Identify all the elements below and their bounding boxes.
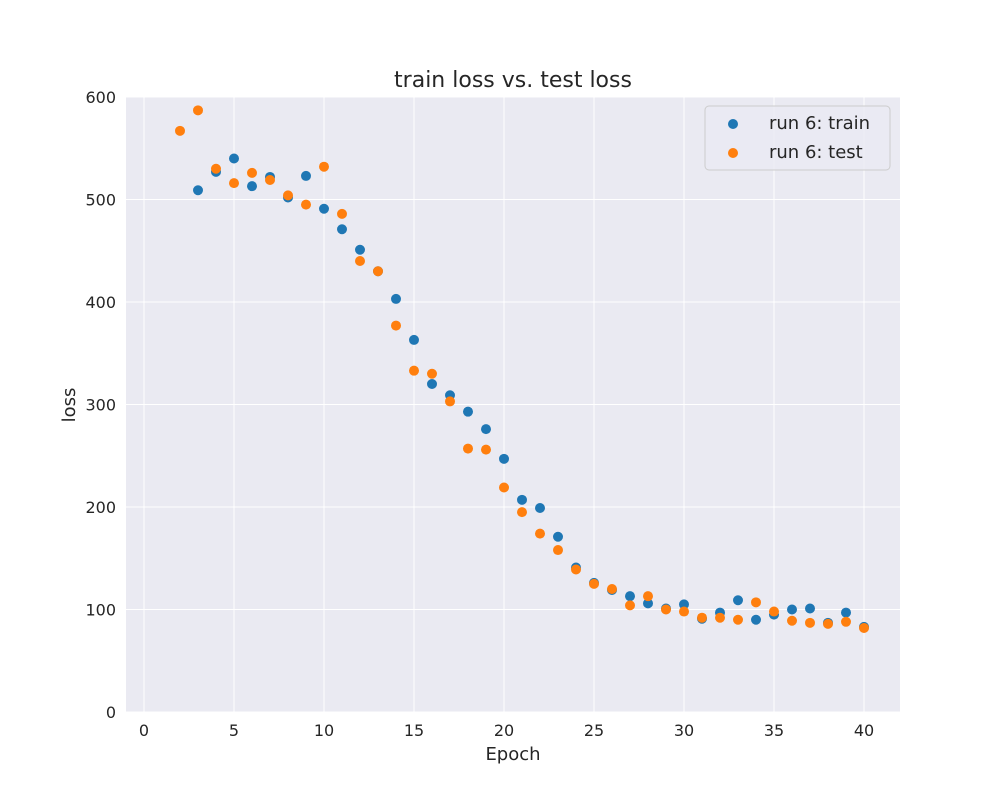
y-tick-label: 0 [106,703,116,722]
data-point [805,603,815,614]
data-point [589,578,599,589]
x-tick-label: 15 [404,721,424,740]
legend: run 6: train run 6: test [704,105,891,171]
data-point [391,293,401,304]
data-point [193,105,203,116]
data-point [553,531,563,542]
data-point [841,616,851,627]
data-point [247,181,257,192]
data-point [679,606,689,617]
data-point [319,161,329,172]
legend-marker-train [728,119,738,129]
data-point [517,494,527,505]
data-point [445,396,455,407]
data-point [499,482,509,493]
data-point [607,584,617,594]
data-point [805,617,815,628]
data-point [625,591,635,602]
x-tick-label: 20 [494,721,514,740]
data-point [211,163,221,174]
data-point [391,320,401,331]
data-point [787,604,797,615]
data-point [229,178,239,189]
x-tick-label: 25 [584,721,604,740]
legend-marker-test [728,148,738,158]
data-point [859,622,869,633]
data-point [571,564,581,575]
data-point [625,600,635,611]
data-point [229,153,239,164]
data-point [355,256,365,266]
data-point [643,598,653,609]
data-point [841,607,851,618]
data-point [715,612,725,623]
data-point [499,453,509,464]
legend-label-train: run 6: train [769,113,870,134]
x-tick-label: 10 [314,721,334,740]
data-point [409,334,419,345]
data-point [661,604,671,615]
y-tick-label: 400 [85,293,116,312]
data-point [733,614,743,625]
data-point [301,199,311,210]
data-point [823,618,833,629]
data-point [643,591,653,602]
data-point [697,612,707,623]
y-axis-label: loss [59,388,80,423]
y-tick-label: 100 [85,601,116,620]
data-point [733,595,743,606]
data-point [463,406,473,417]
data-point [355,244,365,255]
data-point [787,615,797,626]
chart-title: train loss vs. test loss [394,68,632,93]
data-point [409,365,419,376]
legend-box [704,105,891,171]
data-point [175,125,185,136]
data-point [427,379,437,389]
y-tick-label: 300 [85,396,116,415]
data-point [751,614,761,625]
data-point [283,190,293,201]
data-point [535,528,545,539]
data-point [751,597,761,608]
y-tick-label: 200 [85,498,116,517]
data-points [175,105,869,633]
x-tick-label: 0 [139,721,149,740]
data-point [769,606,779,617]
x-tick-label: 5 [229,721,239,740]
data-point [553,545,563,556]
data-point [337,208,347,219]
data-point [247,167,257,178]
data-point [193,185,203,196]
y-tick-label: 600 [85,88,116,107]
legend-label-test: run 6: test [769,142,863,163]
data-point [373,266,383,277]
data-point [337,224,347,235]
data-point [481,424,491,435]
series-1 [175,105,869,633]
data-point [535,503,545,514]
data-point [265,175,275,186]
x-axis-label: Epoch [485,744,540,765]
x-tick-label: 30 [674,721,694,740]
data-point [481,444,491,455]
data-point [517,507,527,518]
data-point [301,170,311,181]
x-tick-label: 35 [764,721,784,740]
data-point [679,599,689,610]
data-point [463,443,473,454]
data-point [319,203,329,214]
y-tick-label: 500 [85,191,116,210]
data-point [427,368,437,379]
x-tick-label: 40 [854,721,874,740]
